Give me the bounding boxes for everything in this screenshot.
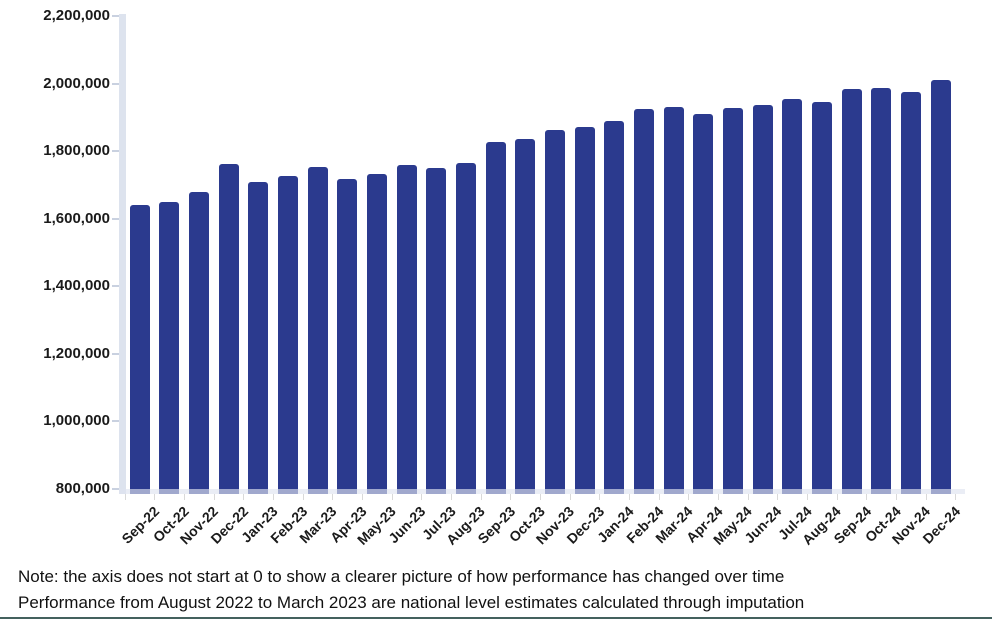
y-axis-tick-label: 1,200,000 [43, 344, 110, 362]
bar [722, 107, 743, 494]
x-axis-tick [718, 494, 720, 500]
x-axis-tick [807, 494, 809, 500]
y-axis-tick-label: 2,000,000 [43, 74, 110, 92]
x-axis-tick [599, 494, 601, 500]
y-axis-tick [112, 217, 119, 220]
x-axis-tick [332, 494, 334, 500]
bar [841, 88, 862, 494]
y-axis-tick-label: 800,000 [55, 480, 110, 497]
y-axis-tick [112, 420, 119, 423]
x-axis-tick [658, 494, 660, 500]
x-axis-tick [688, 494, 690, 500]
y-axis-tick [112, 352, 119, 355]
bar [604, 120, 625, 494]
bar [900, 91, 921, 494]
x-axis-tick [362, 494, 364, 500]
bar [752, 104, 773, 494]
note-line-2: Performance from August 2022 to March 20… [18, 593, 805, 612]
x-axis-tick [421, 494, 423, 500]
y-axis-tick-label: 1,800,000 [43, 142, 110, 160]
bar [426, 167, 447, 494]
x-axis-tick [629, 494, 631, 500]
x-axis-line [119, 489, 965, 494]
bar [248, 181, 269, 494]
x-axis-tick [451, 494, 453, 500]
y-axis-tick-label: 1,600,000 [43, 209, 110, 227]
x-axis-tick [273, 494, 274, 500]
x-axis-tick [540, 494, 542, 500]
bar [871, 87, 892, 494]
y-axis-tick [112, 82, 119, 85]
bar [633, 108, 654, 494]
y-axis-tick-label: 1,400,000 [43, 277, 110, 295]
bottom-rule [0, 617, 992, 619]
bar [455, 162, 476, 494]
x-axis-tick [480, 494, 482, 500]
chart-note: Note: the axis does not start at 0 to sh… [18, 564, 804, 616]
x-axis-tick [154, 494, 156, 500]
x-axis-tick [896, 494, 898, 500]
bar [811, 102, 832, 494]
bar [515, 138, 536, 494]
bar [693, 113, 714, 494]
bar [277, 176, 298, 494]
bar [188, 192, 209, 494]
bar [782, 98, 803, 494]
x-axis-tick [243, 494, 245, 500]
y-axis-tick [112, 285, 119, 288]
x-axis-tick [184, 494, 185, 500]
x-axis-tick [836, 494, 838, 500]
y-axis-tick [112, 488, 119, 490]
note-line-1: Note: the axis does not start at 0 to sh… [18, 567, 785, 586]
bar [485, 141, 506, 494]
x-axis-tick [213, 494, 215, 500]
x-axis-tick [569, 494, 571, 500]
bar [574, 127, 595, 494]
bar [218, 163, 239, 494]
x-axis-tick [955, 494, 957, 500]
x-axis-tick [925, 494, 927, 500]
x-axis-tick [777, 494, 779, 500]
x-axis-tick [124, 494, 126, 500]
bar [337, 178, 358, 494]
bar [930, 79, 951, 494]
bar [159, 202, 180, 494]
x-axis-tick [302, 494, 304, 500]
bar [366, 174, 387, 494]
y-axis-tick [112, 15, 119, 17]
bar [544, 129, 565, 494]
x-axis-tick [391, 494, 393, 500]
x-axis-tick [510, 494, 512, 500]
y-axis-tick-label: 1,000,000 [43, 412, 110, 430]
bar [307, 166, 328, 494]
bar [396, 164, 417, 494]
bar [129, 204, 150, 494]
x-axis-tick [747, 494, 749, 500]
bar [663, 106, 684, 494]
y-axis-line [119, 14, 126, 494]
y-axis-tick [112, 150, 119, 153]
bar-chart: 800,000 1,000,000 1,200,000 1,400,000 1,600,… [43, 7, 965, 548]
x-axis-tick [866, 494, 868, 500]
y-axis-tick-label: 2,200,000 [43, 7, 110, 24]
